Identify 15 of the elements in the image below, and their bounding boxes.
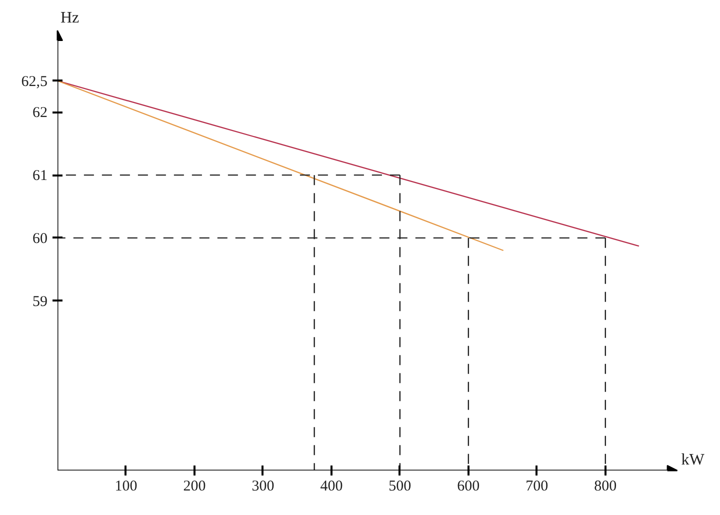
- y-axis-title: Hz: [60, 10, 80, 26]
- x-tick-label: 300: [252, 478, 274, 494]
- x-tick-label: 100: [114, 478, 138, 494]
- x-axis-title: kW: [681, 452, 706, 468]
- y-tick-label: 60: [32, 230, 48, 247]
- x-tick-label: 800: [594, 478, 617, 494]
- y-tick-label: 59: [32, 294, 48, 310]
- x-tick-label: 400: [320, 478, 343, 494]
- y-tick-label: 62,5: [21, 74, 48, 90]
- x-tick-label: 600: [457, 478, 480, 494]
- x-tick-label: 200: [183, 478, 206, 494]
- x-tick-label: 700: [526, 478, 548, 494]
- y-tick-label: 61: [32, 168, 48, 184]
- x-tick-label: 500: [388, 478, 412, 494]
- y-tick-label: 62: [32, 105, 48, 122]
